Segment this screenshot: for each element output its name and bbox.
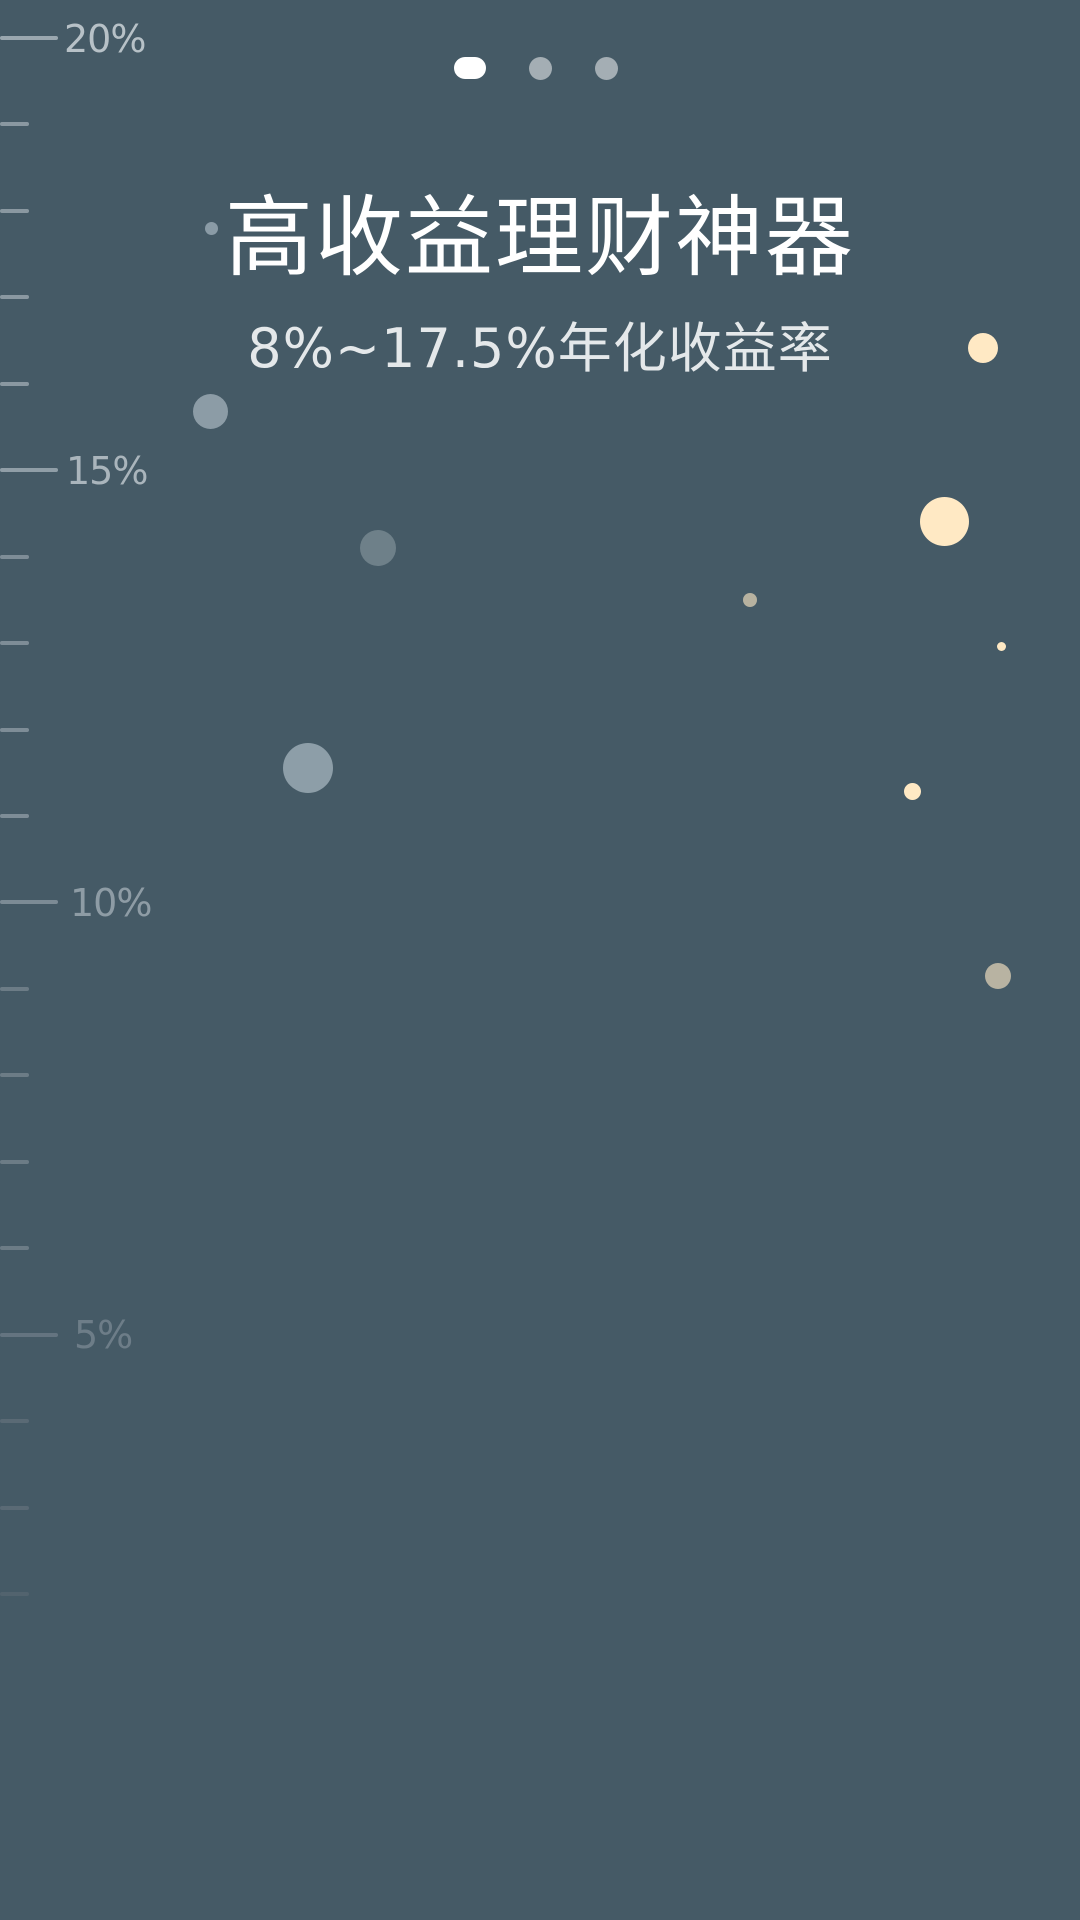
scale-label-15: 15% bbox=[66, 449, 148, 493]
bubble bbox=[904, 783, 921, 800]
scale-tick-minor bbox=[0, 641, 29, 645]
scale-tick-minor bbox=[0, 295, 29, 299]
bubble bbox=[920, 497, 969, 546]
decorative-dot bbox=[205, 222, 218, 235]
bubble bbox=[997, 642, 1006, 651]
bubble bbox=[743, 593, 757, 607]
scale-tick-minor bbox=[0, 382, 29, 386]
bubble bbox=[283, 743, 333, 793]
percentage-scale: 20% 15% 10% 5% bbox=[0, 0, 200, 1920]
hero-subtitle: 8%~17.5%年化收益率 bbox=[247, 317, 833, 380]
page-dot-3[interactable] bbox=[595, 56, 618, 80]
scale-tick-minor bbox=[0, 1592, 29, 1596]
scale-tick-minor bbox=[0, 1419, 29, 1423]
scale-label-10: 10% bbox=[70, 881, 152, 925]
scale-tick-minor bbox=[0, 209, 29, 213]
scale-tick-major bbox=[0, 1333, 58, 1337]
scale-tick-minor bbox=[0, 814, 29, 818]
scale-tick-minor bbox=[0, 1246, 29, 1250]
bubble bbox=[193, 394, 228, 429]
bubble bbox=[985, 963, 1011, 989]
scale-tick-minor bbox=[0, 1160, 29, 1164]
bubble bbox=[360, 530, 396, 566]
scale-tick-minor bbox=[0, 555, 29, 559]
scale-tick-major bbox=[0, 900, 58, 904]
scale-tick-minor bbox=[0, 1506, 29, 1510]
scale-tick-minor bbox=[0, 728, 29, 732]
scale-tick-minor bbox=[0, 1073, 29, 1077]
page-dot-2[interactable] bbox=[529, 56, 552, 80]
scale-tick-minor bbox=[0, 122, 29, 126]
page-dot-active[interactable] bbox=[454, 57, 486, 79]
scale-tick-major bbox=[0, 36, 58, 40]
page-indicator bbox=[454, 56, 618, 80]
scale-tick-minor bbox=[0, 987, 29, 991]
scale-tick-major bbox=[0, 468, 58, 472]
bubble bbox=[968, 333, 998, 363]
scale-label-20: 20% bbox=[64, 17, 146, 61]
hero-title: 高收益理财神器 bbox=[224, 186, 855, 289]
scale-label-5: 5% bbox=[74, 1313, 133, 1357]
